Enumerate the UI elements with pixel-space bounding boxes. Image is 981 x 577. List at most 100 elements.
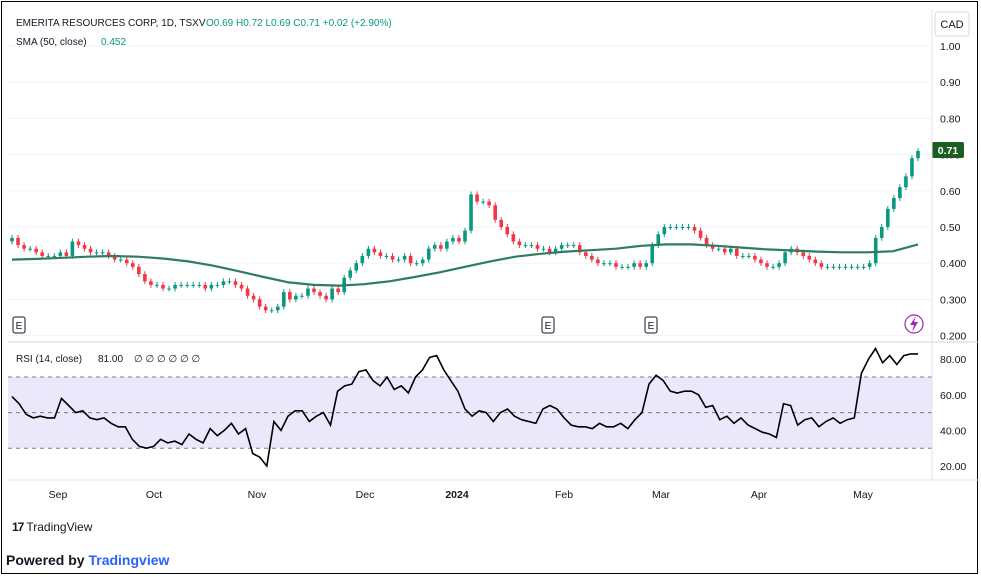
candle-body — [378, 252, 383, 256]
earnings-marker[interactable]: E — [541, 316, 555, 334]
tv-logo-text: TradingView — [26, 520, 93, 534]
candle-body — [112, 255, 117, 260]
candle-body — [916, 150, 920, 159]
candle-body — [149, 281, 153, 285]
candle-body — [523, 245, 528, 247]
candle-body — [741, 255, 745, 257]
rsi-tick-label: 80.00 — [940, 354, 966, 366]
price-pane[interactable] — [8, 10, 932, 340]
candles — [10, 148, 920, 314]
candle-body — [686, 227, 691, 228]
rsi-tick-label: 20.00 — [940, 461, 966, 473]
candle-body — [233, 281, 238, 285]
candle-body — [239, 284, 244, 289]
tv-logo-icon: 17 — [12, 520, 24, 534]
symbol-legend[interactable]: EMERITA RESOURCES CORP, 1D, TSXV O0.69 H… — [16, 18, 392, 48]
candle-body — [390, 255, 395, 260]
candle-body — [849, 266, 854, 268]
candle-body — [263, 306, 268, 311]
candle-body — [886, 208, 890, 227]
candle-body — [783, 252, 787, 264]
candle-body — [245, 288, 250, 296]
candle-body — [596, 259, 600, 264]
candle-body — [777, 263, 781, 267]
candle-body — [910, 158, 914, 177]
candle-body — [559, 245, 564, 249]
lightning-icon[interactable] — [904, 314, 924, 334]
candle-body — [716, 248, 721, 250]
candle-body — [227, 281, 232, 283]
candle-body — [203, 284, 208, 289]
price-tick-label: 0.300 — [940, 294, 966, 306]
candle-body — [668, 227, 673, 228]
currency-button[interactable]: CAD — [934, 11, 970, 37]
powered-brand[interactable]: Tradingview — [88, 552, 170, 568]
candle-body — [324, 295, 328, 300]
candle-body — [64, 252, 69, 256]
price-tick-label: 0.80 — [940, 113, 961, 125]
candle-body — [843, 266, 848, 268]
candle-body — [505, 227, 510, 235]
candle-body — [46, 255, 51, 257]
candle-body — [173, 284, 177, 289]
candle-body — [626, 266, 630, 268]
earnings-marker[interactable]: E — [12, 316, 26, 334]
candle-body — [215, 284, 220, 286]
candle-body — [747, 255, 751, 257]
last-price-value: 0.71 — [938, 145, 959, 157]
sma-legend-value: 0.452 — [101, 37, 126, 48]
candle-body — [185, 284, 189, 286]
candle-body — [819, 263, 824, 267]
candle-body — [674, 227, 679, 228]
candle-body — [88, 248, 93, 253]
candle-body — [58, 252, 63, 256]
candle-body — [892, 198, 896, 209]
candle-body — [692, 227, 697, 231]
rsi-legend[interactable]: RSI (14, close) 81.00 ∅ ∅ ∅ ∅ ∅ ∅ — [16, 354, 200, 365]
sma-line — [11, 243, 919, 287]
earnings-marker-label: E — [545, 321, 552, 332]
candle-body — [867, 263, 872, 267]
candle-body — [873, 237, 878, 264]
candle-body — [257, 299, 262, 307]
candle-body — [698, 230, 703, 238]
candle-body — [191, 284, 195, 286]
candle-body — [511, 234, 516, 242]
powered-by: Powered by Tradingview — [6, 552, 169, 568]
tradingview-logo[interactable]: 17 TradingView — [12, 520, 92, 534]
time-axis[interactable]: Sep Oct Nov Dec 2024 Feb Mar Apr May — [49, 489, 874, 501]
candle-body — [469, 194, 473, 231]
candle-body — [553, 248, 558, 253]
candle-body — [40, 252, 44, 256]
rsi-line — [11, 346, 918, 468]
candle-body — [318, 292, 322, 296]
candle-body — [753, 255, 757, 260]
candle-body — [52, 255, 57, 257]
rsi-axis[interactable]: 80.00 60.00 40.00 20.00 — [940, 354, 966, 473]
candle-body — [179, 284, 183, 286]
candle-body — [487, 201, 491, 206]
candle-body — [517, 241, 522, 246]
candle-body — [801, 252, 806, 256]
candle-body — [372, 248, 377, 253]
candle-body — [445, 241, 449, 249]
candle-body — [137, 266, 141, 275]
candle-body — [565, 245, 570, 247]
candle-body — [481, 201, 485, 203]
candle-body — [300, 295, 304, 297]
earnings-marker[interactable]: E — [644, 316, 658, 334]
candle-body — [704, 237, 709, 246]
candle-body — [269, 310, 274, 312]
candle-body — [143, 274, 147, 282]
time-tick-label: Feb — [555, 489, 573, 501]
candle-body — [330, 288, 334, 300]
price-tick-label: 0.200 — [940, 331, 966, 343]
rsi-legend-value: 81.00 — [98, 354, 123, 365]
candle-body — [10, 237, 14, 242]
tradingview-chart[interactable]: 1.000.900.800.700.600.500.4000.3000.200 … — [2, 2, 979, 512]
time-tick-label: Dec — [356, 489, 375, 501]
candle-body — [879, 227, 884, 238]
candle-body — [547, 248, 552, 253]
